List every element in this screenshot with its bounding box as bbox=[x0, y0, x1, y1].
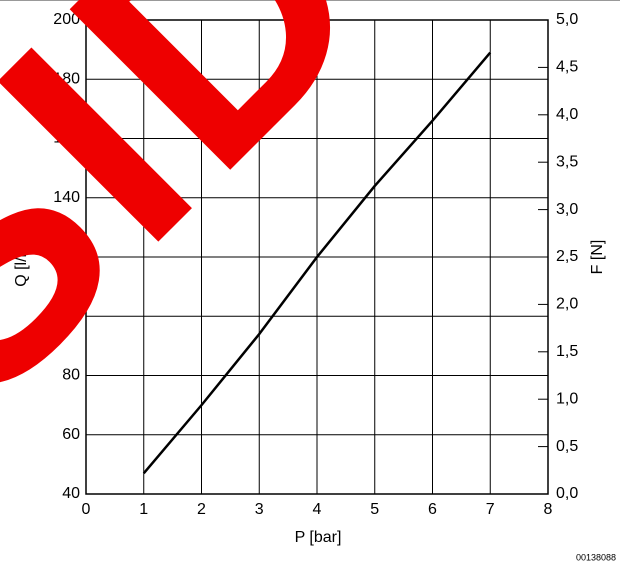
y2-tick-label: 3,0 bbox=[556, 201, 578, 218]
y2-tick-label: 1,0 bbox=[556, 390, 578, 407]
x-tick-label: 0 bbox=[82, 501, 91, 518]
chart: P [bar] Q [l/min] F [N] 00138088 0123456… bbox=[0, 0, 620, 566]
y2-tick-label: 0,0 bbox=[556, 485, 578, 502]
x-tick-label: 2 bbox=[197, 501, 206, 518]
x-tick-label: 7 bbox=[486, 501, 495, 518]
y2-tick-label: 4,5 bbox=[556, 59, 578, 76]
y2-tick-label: 5,0 bbox=[556, 11, 578, 28]
x-tick-label: 8 bbox=[544, 501, 553, 518]
y2-tick-label: 4,0 bbox=[556, 106, 578, 123]
y2-tick-label: 1,5 bbox=[556, 343, 578, 360]
y-tick-label: 40 bbox=[62, 485, 80, 502]
y2-tick-label: 2,0 bbox=[556, 296, 578, 313]
x-tick-label: 1 bbox=[139, 501, 148, 518]
watermark: SID bbox=[0, 0, 440, 469]
x-axis-label: P [bar] bbox=[295, 529, 342, 546]
y2-tick-label: 3,5 bbox=[556, 153, 578, 170]
figure-code: 00138088 bbox=[576, 552, 616, 562]
x-tick-label: 6 bbox=[428, 501, 437, 518]
x-tick-label: 5 bbox=[370, 501, 379, 518]
y2-tick-label: 2,5 bbox=[556, 248, 578, 265]
y2-axis-label: F [N] bbox=[589, 240, 606, 275]
x-tick-label: 3 bbox=[255, 501, 264, 518]
y2-tick-label: 0,5 bbox=[556, 438, 578, 455]
x-tick-label: 4 bbox=[313, 501, 322, 518]
